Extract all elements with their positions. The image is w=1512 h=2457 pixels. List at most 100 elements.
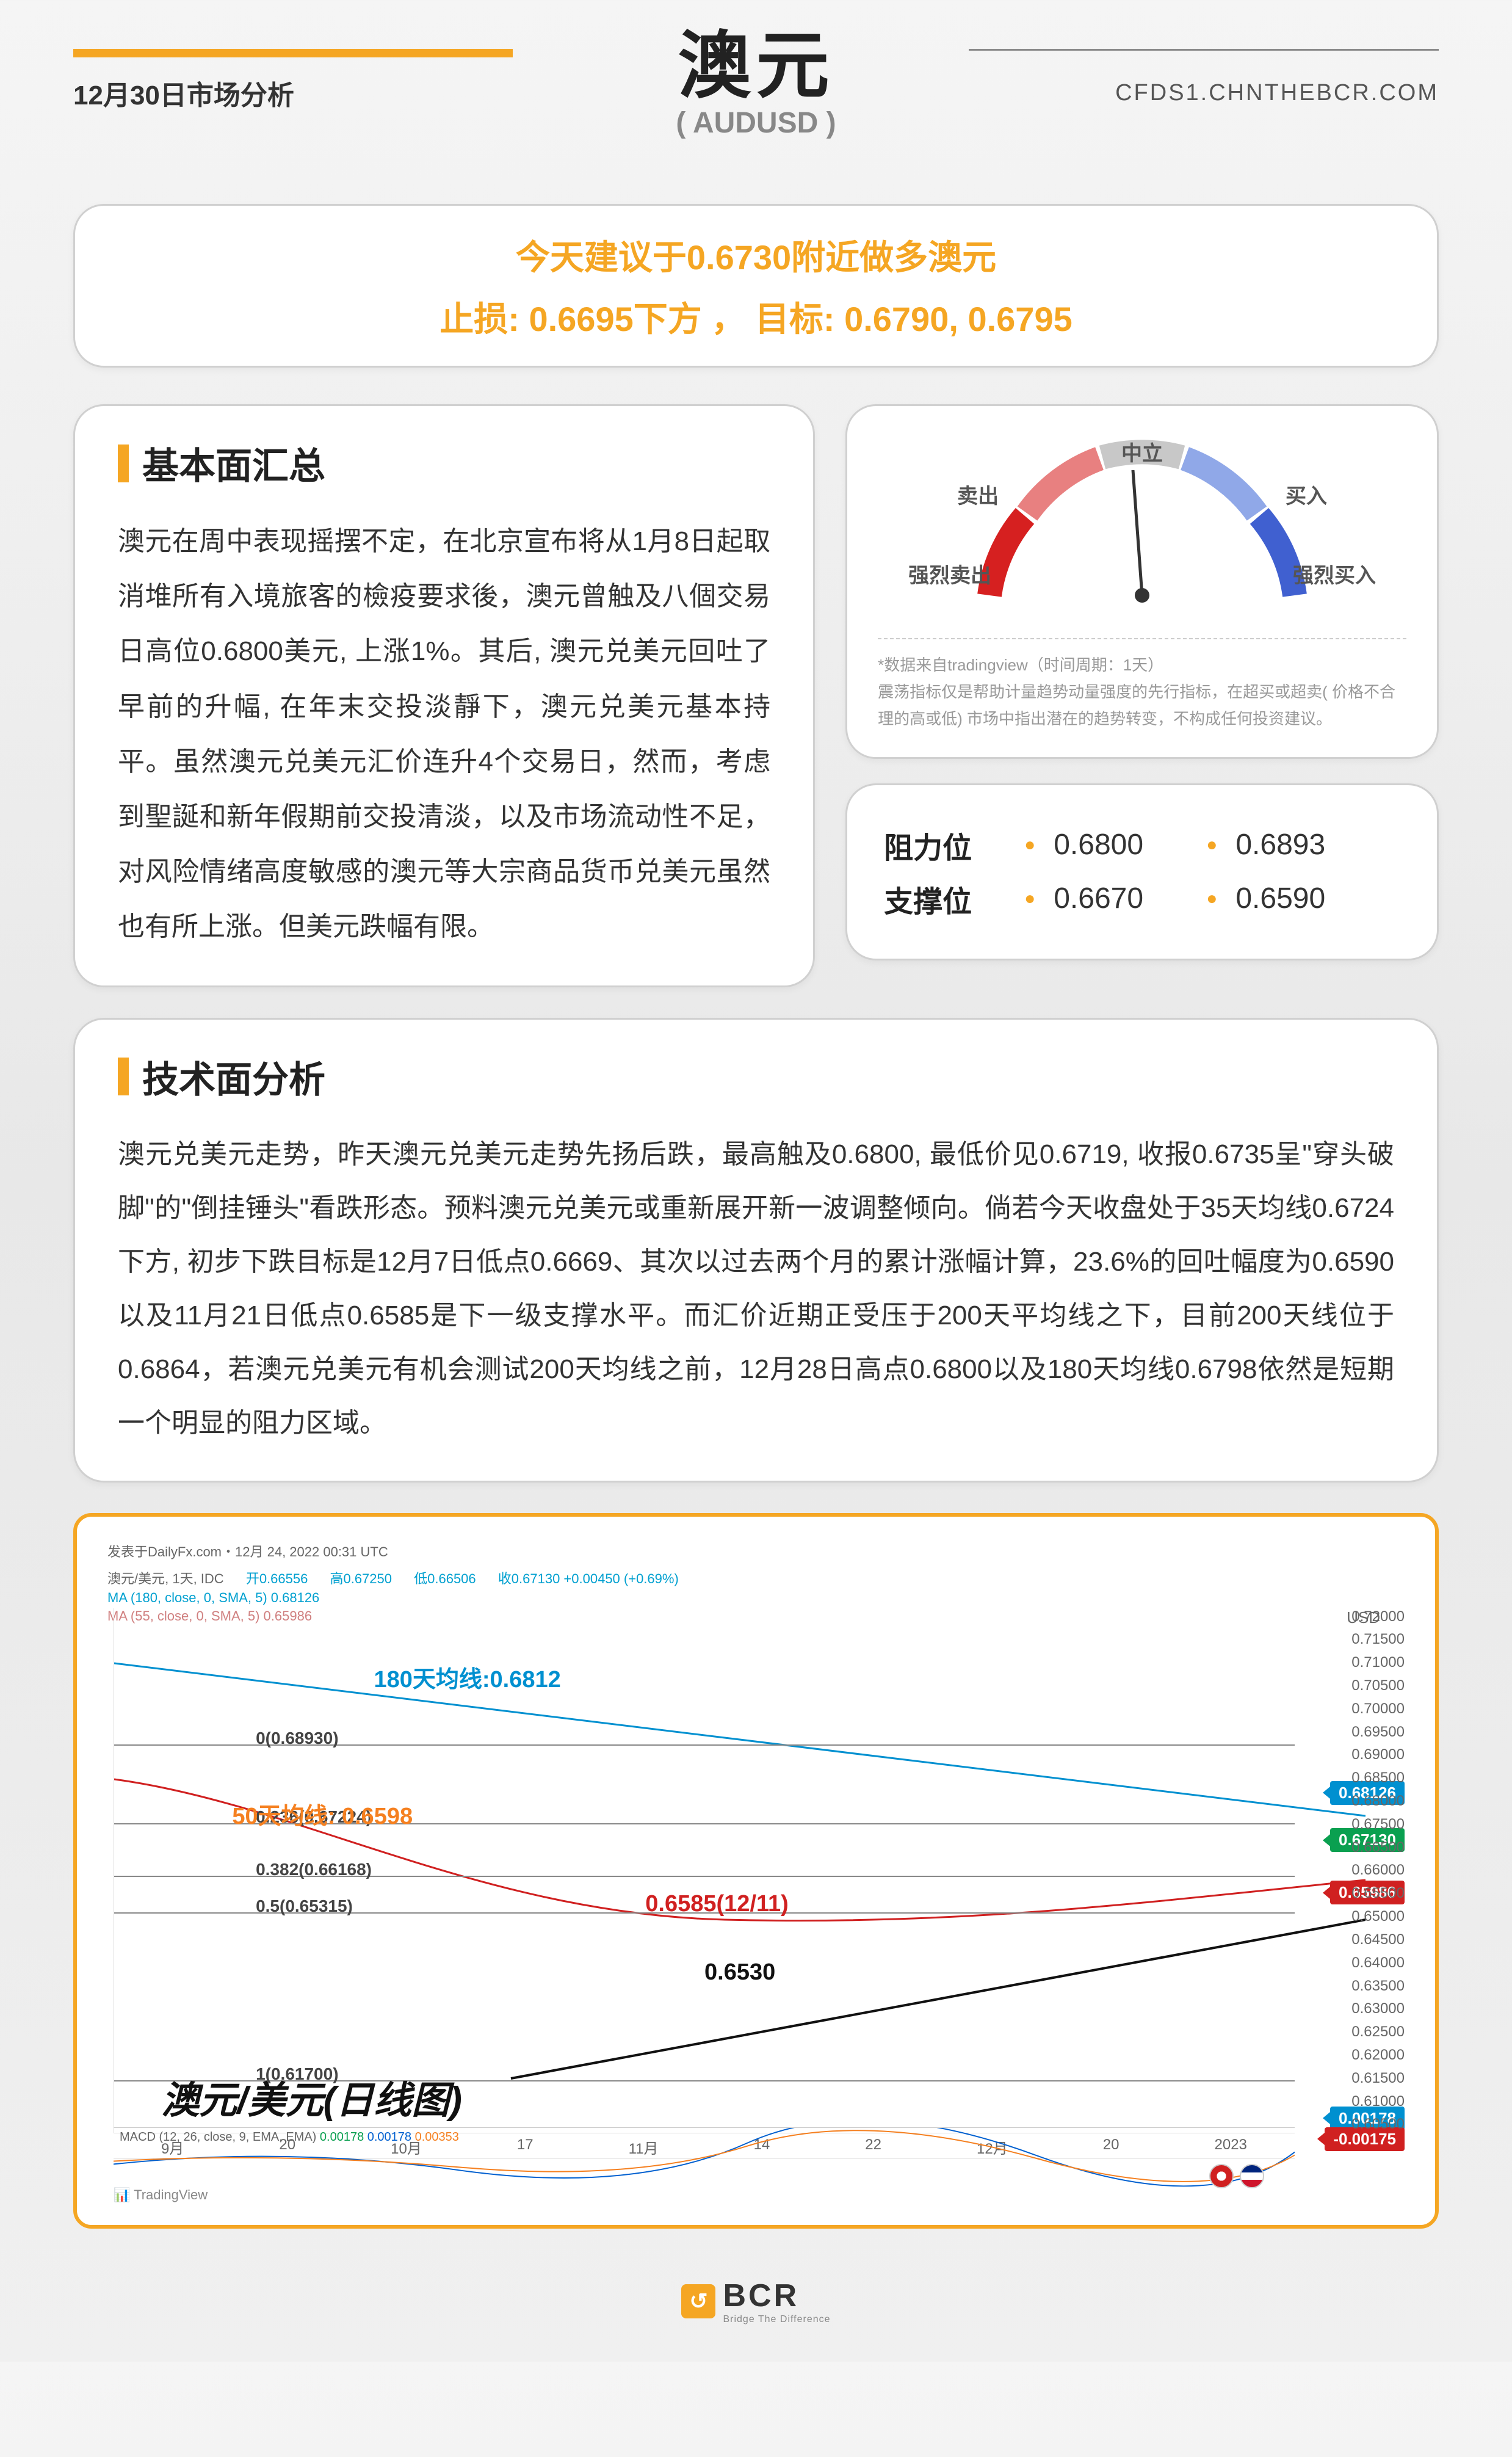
y-tick: 0.61000 <box>1301 2093 1405 2110</box>
fundamentals-body: 澳元在周中表现摇摆不定，在北京宣布将从1月8日起取消堆所有入境旅客的檢疫要求後，… <box>118 514 770 955</box>
divider-line <box>969 49 1439 51</box>
trendline <box>511 1920 1366 2078</box>
y-tick: 0.69500 <box>1301 1724 1405 1741</box>
chart-high: 高0.67250 <box>330 1571 392 1586</box>
title-sub: ( AUDUSD ) <box>676 106 836 140</box>
chart-pair: 澳元/美元, 1天, IDC <box>107 1571 224 1586</box>
chart-annotation-low_pt: 0.6585(12/11) <box>645 1891 789 1917</box>
dot-icon: ● <box>1024 888 1035 909</box>
flag-gbp-icon <box>1240 2164 1264 2188</box>
gauge-label-neutral: 中立 <box>1121 437 1163 466</box>
accent-bar <box>73 49 513 57</box>
page-header: 12月30日市场分析 澳元 ( AUDUSD ) CFDS1.CHNTHEBCR… <box>0 0 1512 131</box>
y-tick: 0.70000 <box>1301 1700 1405 1718</box>
y-tick: 0.63500 <box>1301 1978 1405 1995</box>
reco-line-1: 今天建议于0.6730附近做多澳元 <box>118 230 1394 280</box>
y-tick: 0.64000 <box>1301 1954 1405 1972</box>
chart-close: 收0.67130 +0.00450 (+0.69%) <box>498 1571 679 1586</box>
gauge-source-note: *数据来自tradingview（时间周期：1天） <box>878 651 1406 678</box>
macd-area: MACD (12, 26, close, 9, EMA, EMA) 0.0017… <box>114 2127 1295 2188</box>
macd-label-text: MACD (12, 26, close, 9, EMA, EMA) <box>120 2130 316 2144</box>
support-2: 0.6590 <box>1235 882 1370 915</box>
chart-annotation-ma50: 50天均线: 0.6598 <box>232 1797 413 1831</box>
support-label: 支撑位 <box>884 877 1006 920</box>
footer-brand: BCR <box>723 2277 830 2314</box>
y-tick: 0.72000 <box>1301 1608 1405 1625</box>
macd-label: MACD (12, 26, close, 9, EMA, EMA) 0.0017… <box>120 2130 459 2144</box>
chart-annotation-support: 0.6530 <box>704 1959 775 1986</box>
fundamentals-title: 基本面汇总 <box>118 437 770 490</box>
tradingview-text: TradingView <box>134 2187 208 2202</box>
gauge-divider <box>878 638 1406 639</box>
technicals-card: 技术面分析 澳元兑美元走势，昨天澳元兑美元走势先扬后跌，最高触及0.6800, … <box>73 1018 1439 1483</box>
gauge-arc-sell <box>1027 459 1099 514</box>
footer-logo: ↺ BCR Bridge The Difference <box>681 2277 830 2325</box>
tradingview-logo: 📊 TradingView <box>114 2187 208 2203</box>
gauge-wrap: 中立 卖出 买入 强烈卖出 强烈买入 <box>878 430 1406 626</box>
y-tick: 0.60500 <box>1301 2116 1405 2133</box>
gauge-disclaimer: 震荡指标仅是帮助计量趋势动量强度的先行指标，在超买或超卖( 价格不合理的高或低)… <box>878 678 1406 732</box>
y-tick: 0.70500 <box>1301 1677 1405 1694</box>
resistance-label: 阻力位 <box>884 824 1006 866</box>
chart-frame: 发表于DailyFx.com・12月 24, 2022 00:31 UTC 澳元… <box>73 1513 1439 2229</box>
recommendation-card: 今天建议于0.6730附近做多澳元 止损: 0.6695下方 ， 目标: 0.6… <box>73 204 1439 368</box>
footer-text-block: BCR Bridge The Difference <box>723 2277 830 2325</box>
macd-v3: 0.00353 <box>415 2130 459 2144</box>
footer-tagline: Bridge The Difference <box>723 2314 830 2325</box>
fundamentals-title-text: 基本面汇总 <box>142 437 325 490</box>
gauge-label-sell: 卖出 <box>957 479 999 509</box>
fib-label: 0(0.68930) <box>256 1729 338 1748</box>
title-block: 澳元 ( AUDUSD ) <box>676 6 836 140</box>
date-label: 12月30日市场分析 <box>73 73 294 112</box>
chart-low: 低0.66506 <box>414 1571 476 1586</box>
bcr-logo-icon: ↺ <box>681 2284 715 2318</box>
y-tick: 0.63000 <box>1301 2000 1405 2017</box>
macd-v2: 0.00178 <box>367 2130 411 2144</box>
levels-card: 阻力位 ● 0.6800 ● 0.6893 支撑位 ● 0.6670 ● 0.6… <box>845 783 1439 960</box>
reco-line-2: 止损: 0.6695下方 ， 目标: 0.6790, 0.6795 <box>118 292 1394 341</box>
page-footer: ↺ BCR Bridge The Difference <box>0 2253 1512 2337</box>
y-axis: 0.720000.715000.710000.705000.700000.695… <box>1301 1608 1405 2133</box>
gauge-label-strong-buy: 强烈买入 <box>1293 559 1376 589</box>
source-url: CFDS1.CHNTHEBCR.COM <box>1115 80 1439 106</box>
flag-icons <box>1209 2164 1264 2188</box>
chart-source-line: 发表于DailyFx.com・12月 24, 2022 00:31 UTC <box>95 1535 1417 1567</box>
sentiment-gauge-card: 中立 卖出 买入 强烈卖出 强烈买入 *数据来自tradingview（时间周期… <box>845 404 1439 759</box>
technicals-body: 澳元兑美元走势，昨天澳元兑美元走势先扬后跌，最高触及0.6800, 最低价见0.… <box>118 1128 1394 1450</box>
fib-label: 0.5(0.65315) <box>256 1896 353 1916</box>
chart-body: 0(0.68930)0.236(0.67224)0.382(0.66168)0.… <box>114 1608 1295 2133</box>
gauge-needle-base <box>1135 588 1149 603</box>
fib-label: 0.382(0.66168) <box>256 1860 372 1879</box>
y-tick: 0.66000 <box>1301 1862 1405 1879</box>
y-tick: 0.65000 <box>1301 1908 1405 1925</box>
chart-ohlc-line: 澳元/美元, 1天, IDC 开0.66556 高0.67250 低0.6650… <box>95 1567 1417 1589</box>
y-tick: 0.62500 <box>1301 2023 1405 2041</box>
y-tick: 0.69000 <box>1301 1746 1405 1763</box>
summary-row: 基本面汇总 澳元在周中表现摇摆不定，在北京宣布将从1月8日起取消堆所有入境旅客的… <box>73 404 1439 987</box>
gauge-label-buy: 买入 <box>1286 479 1327 509</box>
chart-annotation-ma180: 180天均线:0.6812 <box>374 1660 560 1694</box>
gauge-arc-strong-sell <box>989 516 1025 595</box>
y-tick: 0.68000 <box>1301 1793 1405 1810</box>
gauge-arc-strong-buy <box>1259 516 1295 595</box>
y-tick: 0.62000 <box>1301 2047 1405 2064</box>
y-tick: 0.65500 <box>1301 1885 1405 1902</box>
resistance-1: 0.6800 <box>1054 828 1188 862</box>
gauge-needle <box>1133 470 1142 595</box>
macd-v1: 0.00178 <box>320 2130 364 2144</box>
resistance-2: 0.6893 <box>1235 828 1370 862</box>
y-tick: 0.61500 <box>1301 2070 1405 2087</box>
gauge-arc-buy <box>1185 459 1257 514</box>
y-tick: 0.64500 <box>1301 1931 1405 1948</box>
dot-icon: ● <box>1206 835 1217 855</box>
support-1: 0.6670 <box>1054 882 1188 915</box>
title-accent-bar <box>118 1058 129 1095</box>
chart-area: 发表于DailyFx.com・12月 24, 2022 00:31 UTC 澳元… <box>95 1535 1417 2207</box>
y-tick: 0.67500 <box>1301 1816 1405 1833</box>
technicals-title: 技术面分析 <box>118 1050 1394 1103</box>
chart-open: 开0.66556 <box>246 1571 308 1586</box>
y-tick: 0.71500 <box>1301 1631 1405 1648</box>
gauge-label-strong-sell: 强烈卖出 <box>908 559 991 589</box>
chart-annotation-chart_title: 澳元/美元(日线图) <box>161 2069 462 2124</box>
y-tick: 0.68500 <box>1301 1769 1405 1787</box>
